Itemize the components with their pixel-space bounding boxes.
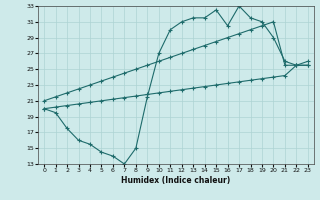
X-axis label: Humidex (Indice chaleur): Humidex (Indice chaleur) xyxy=(121,176,231,185)
